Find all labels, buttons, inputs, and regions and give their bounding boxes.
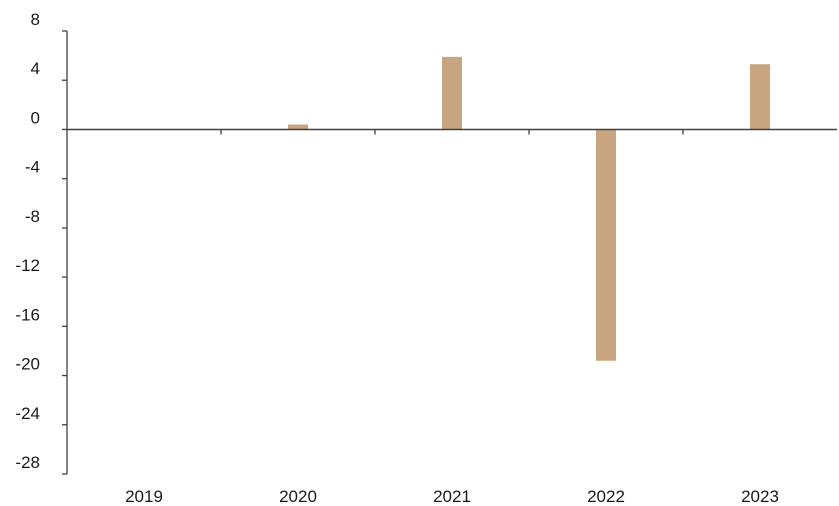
y-tick-label: -28 xyxy=(15,453,40,472)
x-tick-label: 2021 xyxy=(433,487,471,506)
bar-2021 xyxy=(442,56,462,130)
y-tick-label: 4 xyxy=(31,59,40,78)
y-tick-label: -20 xyxy=(15,355,40,374)
x-tick-label: 2020 xyxy=(279,487,317,506)
y-axis: 8 4 0 -4 -8 -12 -16 -20 -24 -28 xyxy=(15,10,68,475)
y-tick-label: -4 xyxy=(25,158,40,177)
x-axis: 2019 2020 2021 2022 2023 xyxy=(67,128,837,506)
y-tick-label: -24 xyxy=(15,404,40,423)
y-tick-label: 0 xyxy=(31,108,40,127)
y-tick-label: -8 xyxy=(25,207,40,226)
x-tick-label: 2019 xyxy=(125,487,163,506)
bar-2023 xyxy=(750,64,770,130)
x-tick-label: 2023 xyxy=(741,487,779,506)
y-tick-label: -12 xyxy=(15,256,40,275)
y-tick-label: 8 xyxy=(31,10,40,29)
y-tick-label: -16 xyxy=(15,305,40,324)
bars xyxy=(288,56,770,361)
x-tick-label: 2022 xyxy=(587,487,625,506)
bar-2020 xyxy=(288,124,308,130)
bar-2022 xyxy=(596,129,616,361)
